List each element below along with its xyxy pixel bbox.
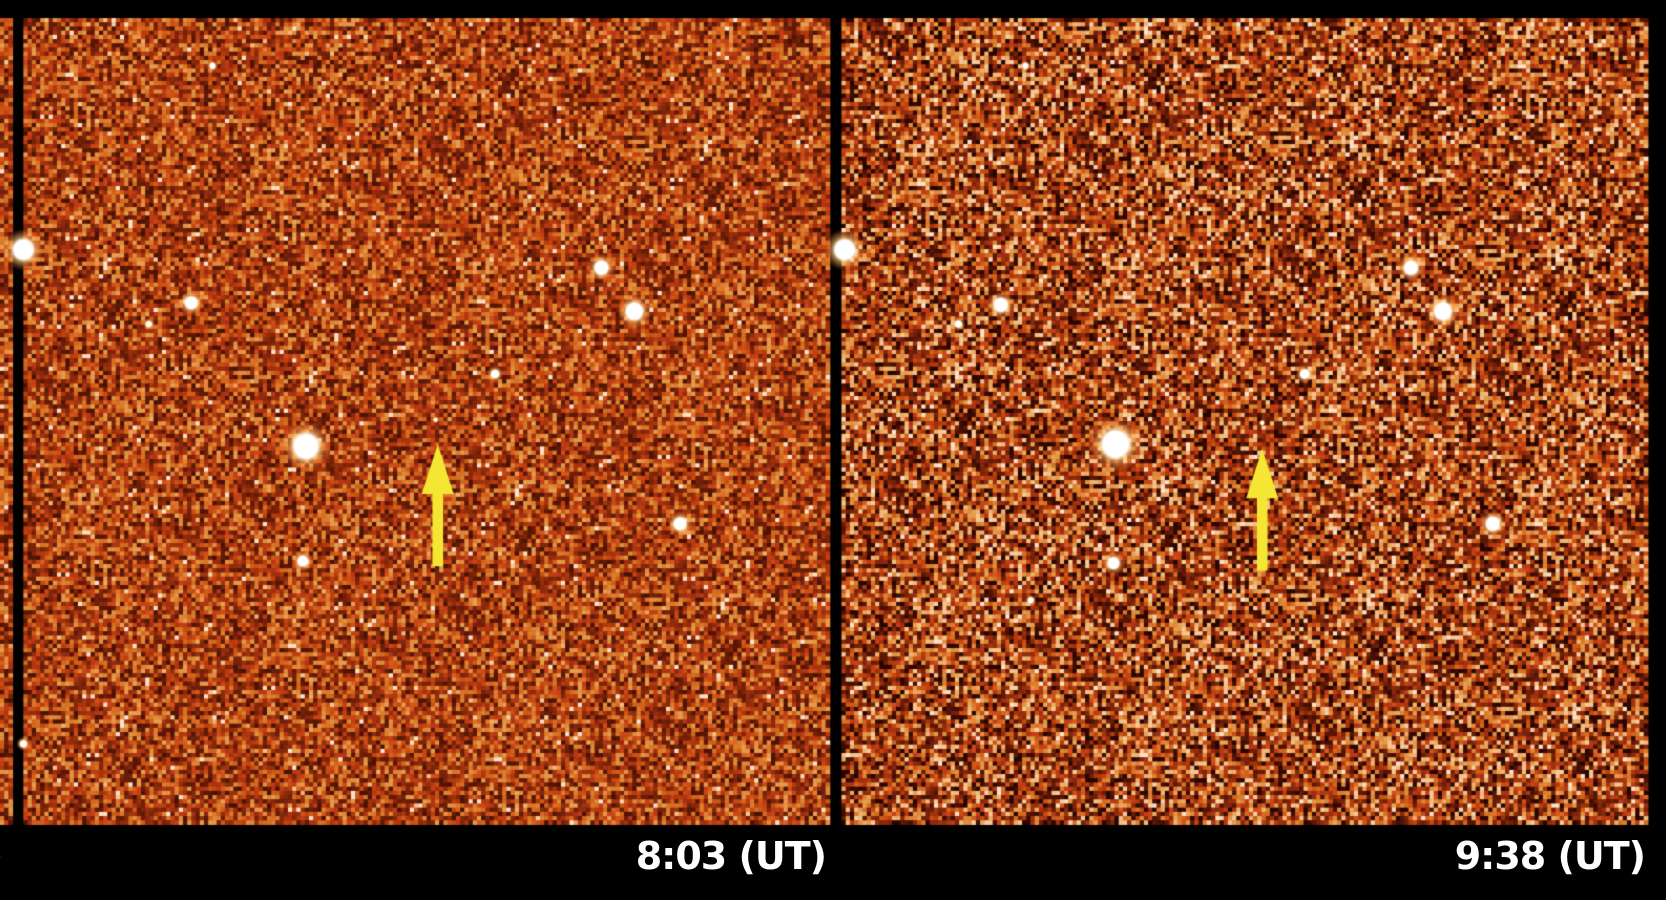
panel-2-time-label: 9:38 (UT) <box>1454 834 1646 878</box>
panel-1-time-label: 8:03 (UT) <box>635 834 827 878</box>
partial-time-label: ) <box>0 834 3 878</box>
